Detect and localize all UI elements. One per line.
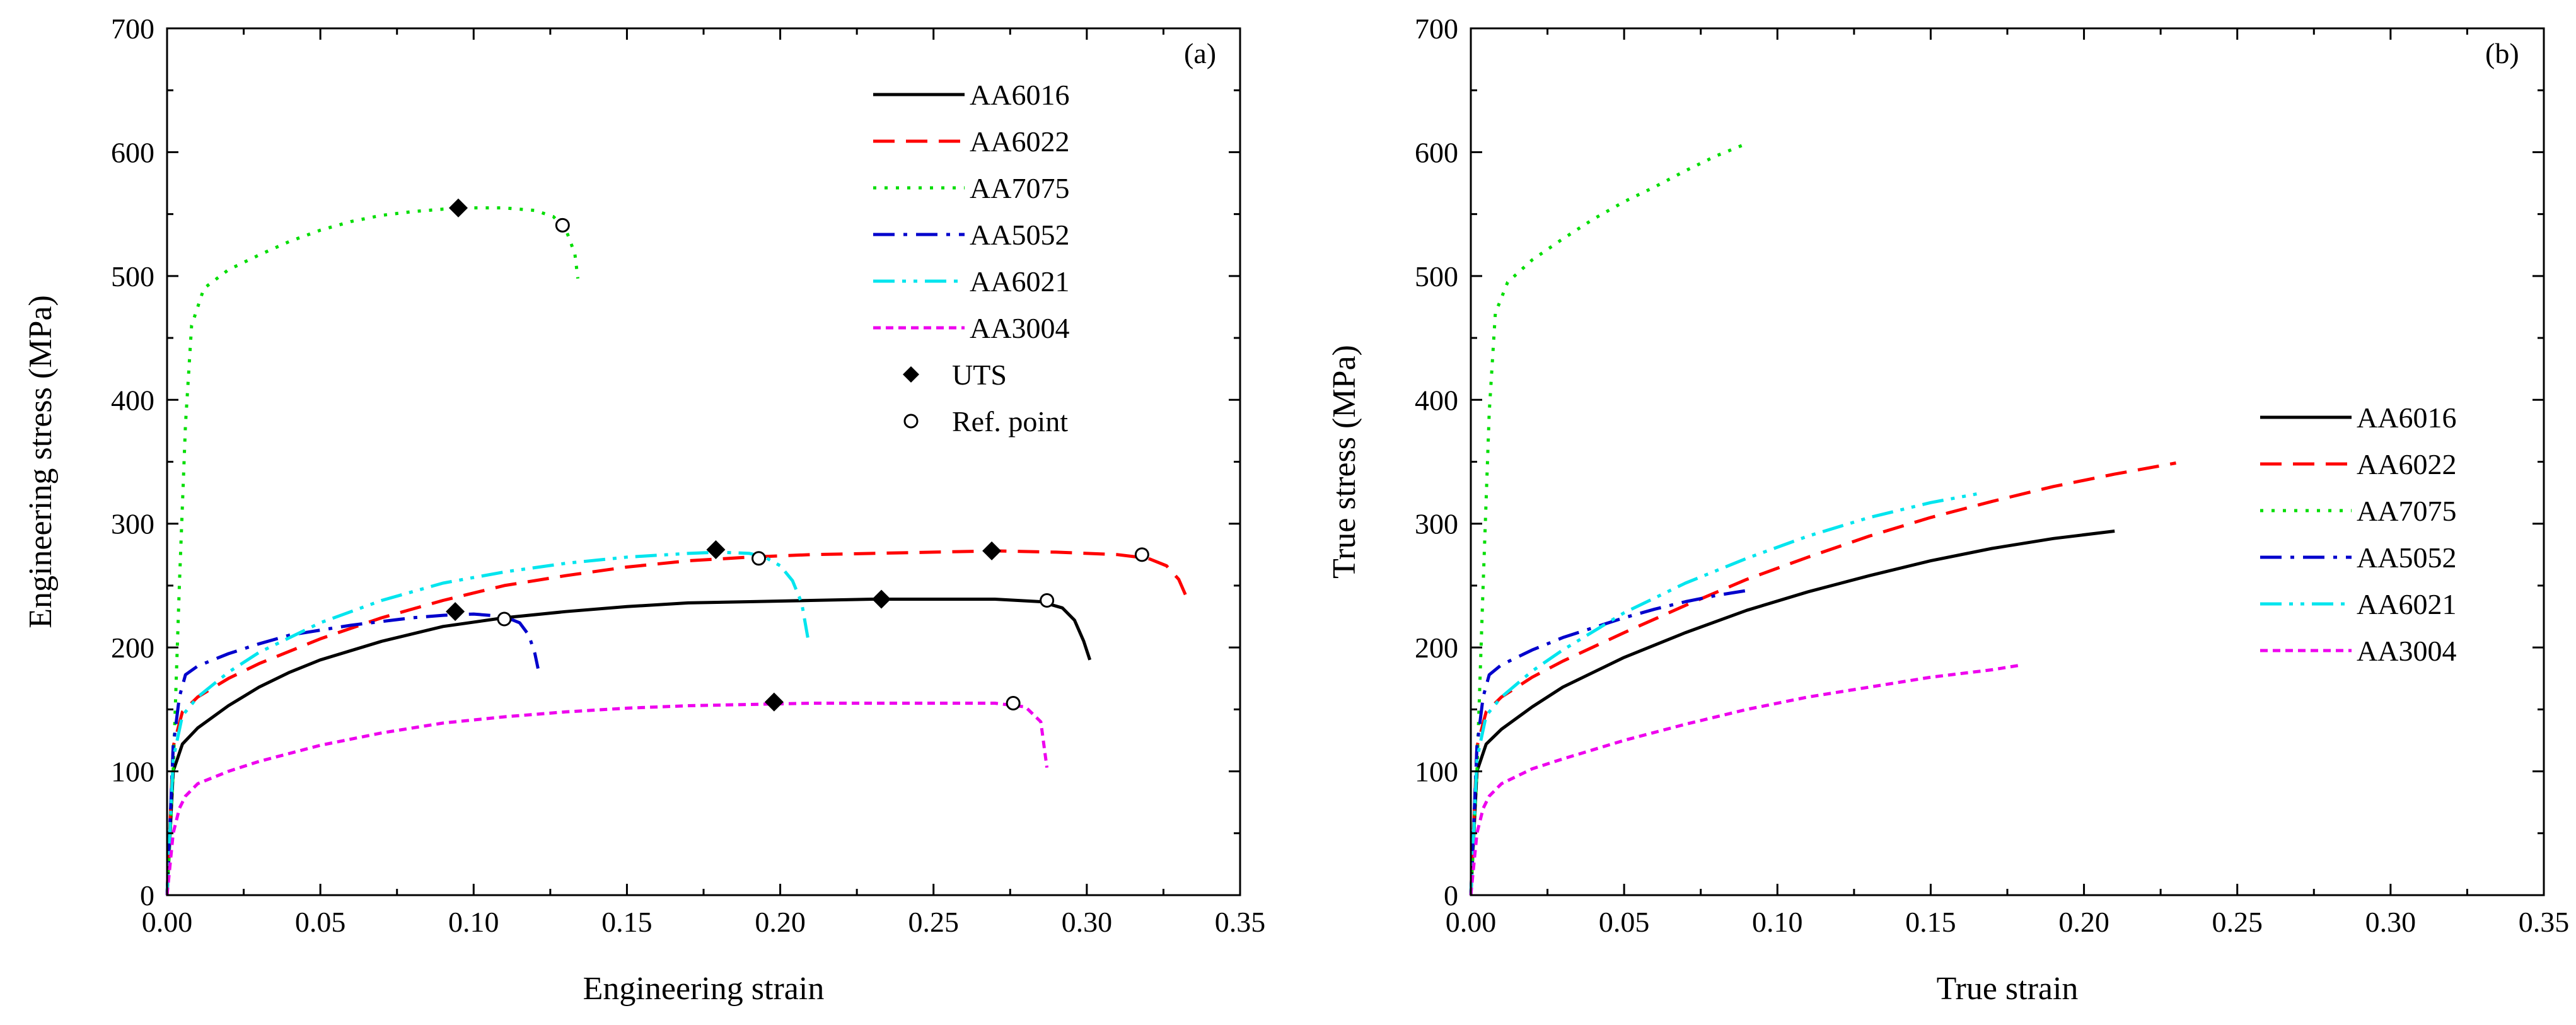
y-tick-label: 400 — [1415, 384, 1458, 416]
uts-marker — [448, 198, 468, 217]
x-tick-label: 0.15 — [601, 906, 653, 938]
y-axis-label: Engineering stress (MPa) — [23, 295, 59, 628]
y-tick-label: 500 — [111, 260, 154, 292]
plot-frame — [166, 27, 1241, 896]
ref-point-marker — [1006, 696, 1021, 711]
uts-marker — [982, 541, 1002, 560]
legend-label: AA6021 — [970, 265, 1069, 298]
y-tick-label: 200 — [1415, 632, 1458, 664]
x-tick-label: 0.20 — [755, 906, 806, 938]
x-tick-label: 0.05 — [1599, 906, 1650, 938]
x-tick-label: 0.10 — [1752, 906, 1803, 938]
legend: AA6016 AA6022 AA7075 AA5052 AA6021 AA3004 UTS R… — [873, 79, 1069, 437]
series-line-aa6022 — [1469, 461, 2176, 896]
legend-label: AA6022 — [2357, 448, 2456, 480]
ref-point-marker — [751, 551, 767, 566]
x-tick-label: 0.05 — [295, 906, 346, 938]
legend-uts-marker — [903, 366, 919, 383]
y-axis-label: True stress (MPa) — [1326, 345, 1362, 579]
x-tick-label: 0.30 — [2365, 906, 2416, 938]
legend-label: AA7075 — [2357, 495, 2456, 527]
y-tick-label: 600 — [111, 136, 154, 168]
series-line-aa5052 — [1469, 589, 1748, 896]
series-line-aa3004 — [1469, 663, 2023, 896]
series-line-aa5052 — [165, 612, 540, 896]
legend-label: AA5052 — [970, 219, 1069, 251]
x-tick-label: 0.35 — [2519, 906, 2570, 938]
y-tick-label: 100 — [111, 756, 154, 788]
panel-a: 0.00 0.05 0.10 0.15 0.20 0.25 0.30 0.35 0 100 200 3… — [23, 13, 1265, 1007]
ref-point-marker — [1134, 547, 1149, 562]
y-tick-label: 100 — [1415, 756, 1458, 788]
legend-label: AA7075 — [970, 172, 1069, 204]
legend-label: AA6022 — [970, 125, 1069, 158]
legend-label: AA6016 — [2357, 402, 2456, 434]
panel-b: 0.00 0.05 0.10 0.15 0.20 0.25 0.30 0.35 0 100 200 3… — [1326, 13, 2569, 1007]
ref-point-marker — [497, 611, 512, 627]
ref-point-marker — [1040, 593, 1055, 608]
series-line-aa6021 — [165, 550, 809, 896]
legend-label: UTS — [952, 359, 1007, 391]
panel-tag: (b) — [2485, 37, 2519, 69]
y-tick-label: 600 — [1415, 136, 1458, 168]
series-line-aa6021 — [1469, 492, 1977, 896]
legend-label: AA3004 — [2357, 635, 2456, 667]
legend-label: AA6021 — [2357, 588, 2456, 620]
panel-tag: (a) — [1184, 37, 1216, 69]
y-tick-label: 400 — [111, 384, 154, 416]
legend-ref-marker — [903, 414, 919, 429]
legend-label: AA5052 — [2357, 541, 2456, 574]
legend: AA6016 AA6022 AA7075 AA5052 AA6021 AA3004 — [2260, 402, 2456, 667]
x-axis-label: Engineering strain — [583, 971, 825, 1007]
x-tick-label: 0.15 — [1905, 906, 1956, 938]
series-line-aa6016 — [1469, 530, 2115, 896]
y-tick-label: 700 — [1415, 13, 1458, 45]
series-line-aa7075 — [165, 206, 580, 896]
x-tick-label: 0.25 — [908, 906, 959, 938]
y-tick-label: 300 — [111, 508, 154, 540]
uts-marker — [446, 602, 465, 622]
legend-label: Ref. point — [952, 405, 1068, 437]
legend-label: AA6016 — [970, 79, 1069, 111]
x-tick-label: 0.30 — [1062, 906, 1113, 938]
y-tick-label: 700 — [111, 13, 154, 45]
x-tick-label: 0.10 — [448, 906, 499, 938]
y-tick-label: 0 — [1444, 879, 1458, 912]
y-tick-label: 200 — [111, 632, 154, 664]
x-tick-label: 0.35 — [1215, 906, 1266, 938]
series-line-aa3004 — [165, 702, 1049, 896]
uts-marker — [764, 692, 784, 712]
x-axis-label: True strain — [1937, 971, 2079, 1007]
y-tick-label: 0 — [140, 879, 154, 912]
y-tick-label: 500 — [1415, 260, 1458, 292]
series-line-aa7075 — [1469, 142, 1748, 896]
uts-marker — [706, 540, 726, 559]
x-tick-label: 0.00 — [1446, 906, 1497, 938]
series-line-aa6016 — [165, 598, 1092, 896]
y-tick-label: 300 — [1415, 508, 1458, 540]
uts-marker — [872, 589, 891, 609]
x-tick-label: 0.25 — [2212, 906, 2263, 938]
x-tick-label: 0.20 — [2058, 906, 2109, 938]
series-line-aa6022 — [165, 549, 1190, 896]
legend-label: AA3004 — [970, 312, 1069, 344]
ref-point-marker — [555, 217, 570, 233]
x-tick-label: 0.00 — [142, 906, 193, 938]
